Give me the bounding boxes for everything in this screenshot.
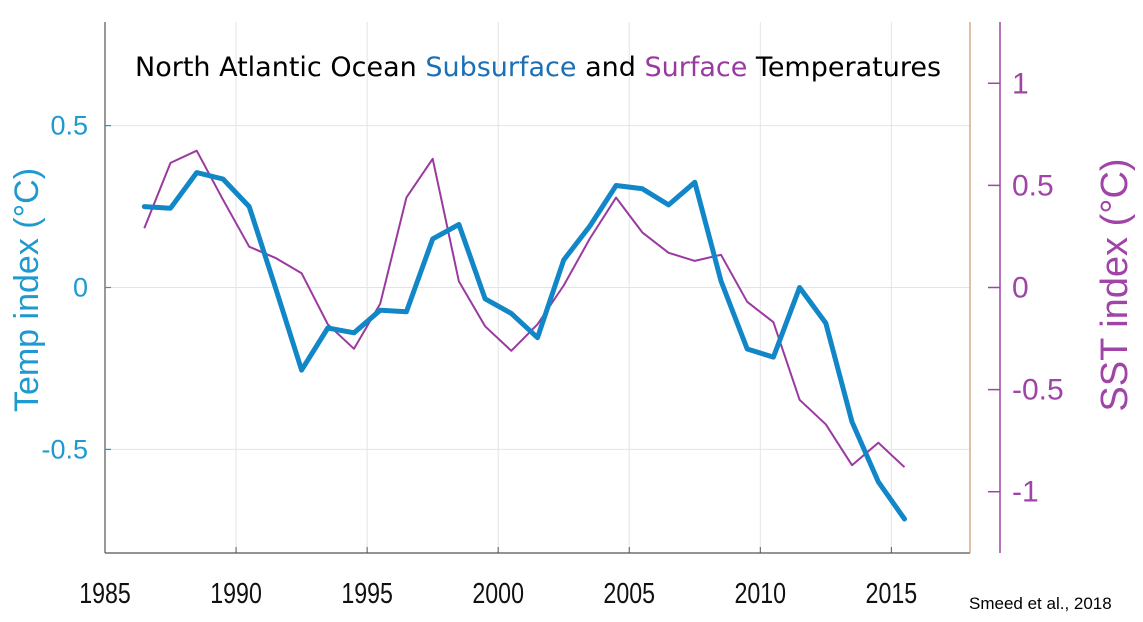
x-tick-label: 2005 xyxy=(603,576,655,609)
x-tick-label: 2015 xyxy=(866,576,918,609)
x-tick-label: 2000 xyxy=(472,576,524,609)
title-part-plain-2: Temperatures xyxy=(747,52,942,83)
x-tick-label: 1995 xyxy=(341,576,393,609)
title-part-subsurface: Subsurface xyxy=(425,52,577,83)
series-line-surface xyxy=(143,149,906,468)
title-part-surface: Surface xyxy=(644,52,748,83)
right-y-tick-label: 0.5 xyxy=(1012,169,1054,202)
series-line-subsurface xyxy=(141,170,907,522)
right-y-tick-label: -1 xyxy=(1012,476,1039,509)
title-part-and: and xyxy=(576,52,645,83)
right-y-axis-label: SST index (°C) xyxy=(1094,158,1136,411)
right-y-tick-label: 1 xyxy=(1012,67,1029,100)
right-y-tick-label: 0 xyxy=(1012,272,1029,305)
x-tick-label: 1990 xyxy=(210,576,262,609)
left-y-tick-label: 0 xyxy=(73,273,88,303)
title-part-plain-1: North Atlantic Ocean xyxy=(135,52,426,83)
left-y-axis-label: Temp index (°C) xyxy=(8,168,46,412)
left-y-tick-label: -0.5 xyxy=(41,434,88,464)
chart-title: North Atlantic Ocean Subsurface and Surf… xyxy=(135,52,941,83)
x-tick-label: 1985 xyxy=(79,576,131,609)
left-y-tick-label: 0.5 xyxy=(50,111,88,141)
x-tick-label: 2010 xyxy=(735,576,787,609)
right-y-tick-label: -0.5 xyxy=(1012,374,1064,407)
citation: Smeed et al., 2018 xyxy=(969,594,1112,613)
